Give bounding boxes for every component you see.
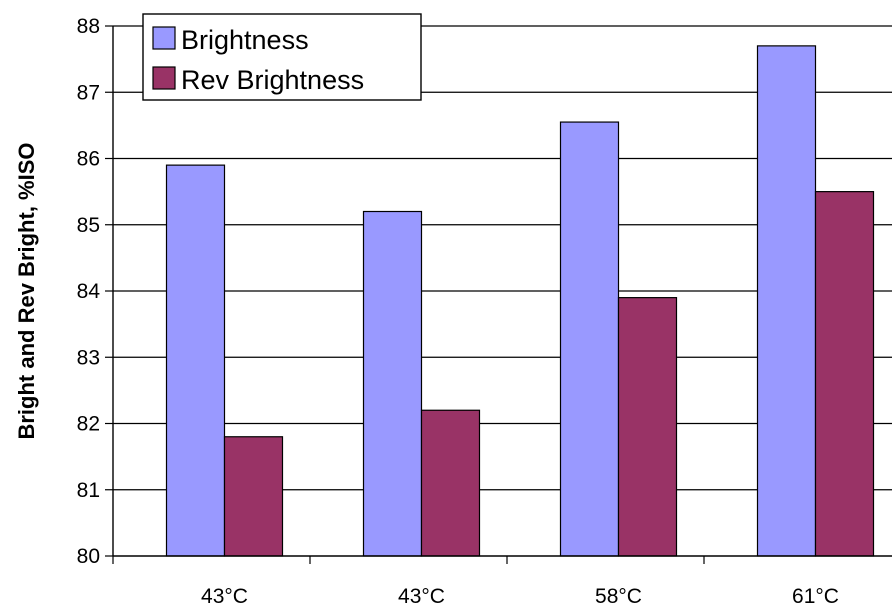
- y-tick-label: 87: [77, 81, 100, 104]
- y-tick-labels: 80 81 82 83 84 85 86 87 88: [77, 15, 101, 568]
- bar-rev-brightness: [814, 191, 875, 557]
- x-category-label: 43°C: [201, 585, 248, 608]
- legend-label: Rev Brightness: [181, 65, 364, 95]
- y-tick-label: 86: [77, 148, 100, 171]
- x-category-label: 61°C: [792, 585, 839, 608]
- x-category-label: 58°C: [595, 585, 642, 608]
- y-tick-label: 80: [77, 545, 100, 568]
- y-axis-title: Bright and Rev Bright, %ISO: [14, 142, 39, 439]
- x-category-label: 43°C: [398, 585, 445, 608]
- bar-rev-brightness: [420, 409, 481, 557]
- bar-brightness: [362, 210, 423, 557]
- bar-rev-brightness: [617, 297, 678, 557]
- y-tick-label: 85: [77, 214, 100, 237]
- y-tick-label: 82: [77, 413, 100, 436]
- legend: Brightness Rev Brightness: [142, 13, 422, 101]
- bar-brightness: [165, 164, 226, 557]
- legend-label: Brightness: [181, 25, 309, 55]
- axes: [105, 25, 892, 564]
- legend-swatch: [152, 26, 176, 50]
- bar-brightness: [559, 121, 620, 557]
- legend-swatch: [152, 66, 176, 90]
- y-tick-label: 88: [77, 15, 100, 38]
- x-category-labels: 43°C 43°C 58°C 61°C: [201, 585, 839, 608]
- y-tick-label: 83: [77, 346, 100, 369]
- bars: [165, 45, 875, 557]
- bar-brightness: [756, 45, 817, 557]
- y-tick-label: 84: [77, 280, 101, 303]
- y-tick-label: 81: [77, 479, 100, 502]
- legend-box: [142, 13, 422, 101]
- bar-rev-brightness: [223, 436, 284, 557]
